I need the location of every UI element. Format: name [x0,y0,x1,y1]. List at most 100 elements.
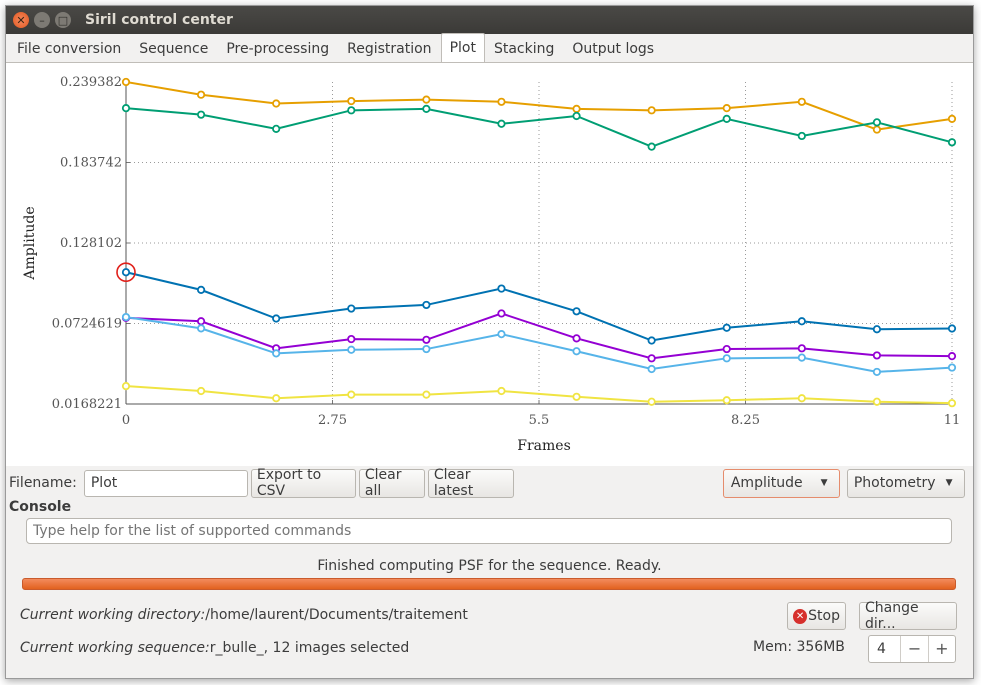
maximize-icon[interactable]: □ [55,12,71,28]
x-tick-label: 5.5 [529,413,550,428]
data-point [196,110,206,119]
working-directory: Current working directory:/home/laurent/… [20,607,468,623]
amplitude-chart[interactable]: 0 2.75 5.5 8.25 11 0.239382 0.183742 0.128102 0.… [6,63,973,466]
tab-file-conversion[interactable]: File conversion [17,41,122,57]
data-point [797,394,806,403]
filename-input[interactable] [83,469,248,497]
plot-area[interactable]: 0 2.75 5.5 8.25 11 0.239382 0.183742 0.128102 0.… [6,63,973,466]
data-point [797,317,806,326]
stop-button[interactable]: ✕ Stop [787,602,846,630]
data-point [797,97,806,106]
data-point [497,97,506,106]
close-icon[interactable]: ✕ [13,12,29,28]
photometry-dropdown-label: Photometry [853,475,936,491]
data-point [272,349,281,358]
seq-value: r_bulle_, 12 images selected [209,640,410,656]
stop-icon: ✕ [793,608,808,624]
plot-toolbar: Filename: Export to CSV Clear all Clear … [6,466,973,500]
data-point [797,344,806,353]
x-tick-label: 2.75 [318,413,347,428]
data-point [422,344,431,354]
progress-bar [22,578,956,590]
data-point [196,285,206,294]
y-tick-label: 0.0168221 [52,397,122,412]
amplitude-dropdown-label: Amplitude [730,475,803,491]
increment-button[interactable]: + [927,636,955,662]
window-title: Siril control center [85,12,233,28]
data-point [572,104,581,113]
data-point [647,364,656,374]
title-bar: ✕ – □ Siril control center [6,6,973,34]
data-point [347,106,356,115]
minimize-icon[interactable]: – [34,12,50,28]
data-point [272,314,281,323]
data-point [572,111,581,121]
decrement-button[interactable]: − [900,636,927,662]
data-point [872,351,882,360]
data-point [647,354,656,363]
threads-value[interactable]: 4 [877,641,886,657]
filename-label: Filename: [9,475,77,491]
tab-plot[interactable]: Plot [440,33,485,62]
data-point [422,390,431,399]
y-tick-label: 0.0724619 [52,317,122,332]
data-point [572,347,581,356]
data-point [497,309,506,318]
data-point [572,307,581,316]
amplitude-dropdown[interactable]: Amplitude ▼ [722,468,840,498]
working-sequence: Current working sequence:r_bulle_, 12 im… [20,640,409,656]
series-line [125,312,953,360]
tab-bar: File conversion Sequence Pre-processing … [6,33,973,63]
data-point [722,396,731,405]
data-point [947,399,957,408]
data-point [647,106,656,115]
stop-label: Stop [808,608,840,624]
tab-stacking[interactable]: Stacking [493,41,555,57]
data-point [947,114,957,123]
y-tick-label: 0.239382 [60,75,122,90]
cwd-label: Current working directory: [20,607,206,623]
series-line [125,385,953,405]
x-axis-label: Frames [517,438,571,454]
data-point [872,118,882,127]
data-point [572,392,581,401]
tab-pre-processing[interactable]: Pre-processing [226,41,330,57]
data-point [722,114,731,123]
data-point [272,99,281,108]
photometry-dropdown[interactable]: Photometry ▼ [846,468,965,498]
export-csv-button[interactable]: Export to CSV [250,467,356,499]
command-input[interactable] [26,518,952,544]
data-point [347,304,356,313]
tab-registration[interactable]: Registration [347,41,432,57]
selected-point-marker [116,262,136,283]
y-tick-label: 0.183742 [60,156,122,171]
data-point [347,390,356,399]
clear-all-button[interactable]: Clear all [358,467,425,499]
siril-window: ✕ – □ Siril control center File conversi… [5,5,974,679]
clear-latest-button[interactable]: Clear latest [427,467,514,499]
data-point [872,397,882,406]
data-point [196,386,206,396]
tab-sequence[interactable]: Sequence [139,41,209,57]
change-dir-button[interactable]: Change dir... [859,600,957,632]
memory-usage: Mem: 356MB [753,639,845,655]
data-point [572,334,581,343]
data-point [647,336,656,345]
data-point [422,335,431,344]
threads-spinner[interactable]: 4 − + [868,635,956,663]
data-point [647,142,656,151]
series-line [125,107,953,148]
data-point [647,397,656,406]
data-point [947,138,957,147]
series-line [125,80,953,131]
data-point [722,104,731,113]
chevron-down-icon: ▼ [820,478,828,488]
x-tick-label: 11 [944,413,961,428]
data-point [422,300,431,310]
data-point [947,352,957,361]
data-point [797,353,806,362]
tab-output-logs[interactable]: Output logs [572,41,655,57]
data-point [722,323,731,332]
data-point [272,394,281,403]
data-point [722,344,731,354]
